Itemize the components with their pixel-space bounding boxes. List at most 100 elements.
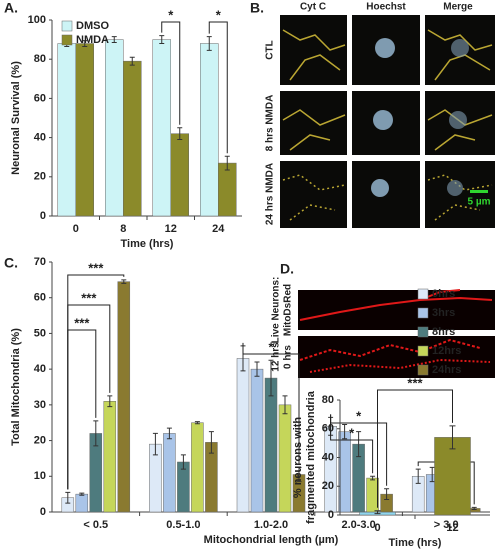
error-bar xyxy=(374,510,381,515)
significance-bracket xyxy=(242,342,300,465)
bar xyxy=(264,377,278,513)
legend-swatch xyxy=(417,364,429,376)
row-title: 0 hrs xyxy=(283,345,294,369)
bar xyxy=(236,358,250,513)
error-bar xyxy=(159,35,165,45)
error-bar xyxy=(356,431,362,458)
error-bar xyxy=(429,466,435,483)
row-title: 24 hrs NMDA xyxy=(265,163,276,225)
y-tick-label: 100 xyxy=(28,14,46,26)
legend-label: NMDA xyxy=(76,34,109,46)
error-bar xyxy=(79,492,85,496)
error-bar xyxy=(208,431,214,454)
bar xyxy=(218,162,237,217)
y-axis-label: Total Mitochondria (%) xyxy=(10,328,22,446)
legend-swatch xyxy=(417,326,429,338)
x-tick-label: 0 xyxy=(73,223,79,235)
bar xyxy=(75,493,89,513)
row-title: 12 hrs xyxy=(271,342,282,372)
legend-label: 3hrs xyxy=(432,307,455,319)
error-bar xyxy=(254,361,260,377)
y-tick-label: 40 xyxy=(322,451,334,463)
y-tick-label: 60 xyxy=(34,92,46,104)
x-axis-label: Time (hrs) xyxy=(389,537,442,549)
y-tick-label: 60 xyxy=(34,292,46,304)
legend-label: 8hrs xyxy=(432,326,455,338)
significance-bracket xyxy=(161,21,181,125)
bar xyxy=(434,437,471,516)
x-tick-label: 8 xyxy=(120,223,126,235)
bar xyxy=(152,39,171,217)
y-tick-label: 80 xyxy=(322,394,334,406)
x-axis-label: Mitochondrial length (µm) xyxy=(204,534,339,546)
legend-swatch xyxy=(417,345,429,357)
y-axis-label: Neuronal Survival (%) xyxy=(10,61,22,175)
x-tick-label: 12 xyxy=(165,223,177,235)
legend-label: 0hrs xyxy=(432,288,455,300)
significance-label: *** xyxy=(74,315,90,330)
y-tick-label: 40 xyxy=(34,363,46,375)
error-bar xyxy=(129,56,135,66)
bar xyxy=(191,422,204,513)
image-subtitle: MitoDsRed xyxy=(283,284,294,336)
error-bar xyxy=(206,36,212,51)
bar xyxy=(200,43,219,217)
error-bar xyxy=(177,127,183,141)
error-bar xyxy=(194,421,200,425)
x-tick-label: 24 xyxy=(212,223,225,235)
scale-bar-label: 5 µm xyxy=(468,197,491,208)
bar xyxy=(278,404,292,513)
y-axis-label: fragmented mitochondria xyxy=(305,390,317,524)
legend-label: 24hrs xyxy=(432,364,461,376)
panel-label: C. xyxy=(4,255,18,271)
significance-label: *** xyxy=(407,375,423,390)
panel-label: A. xyxy=(4,0,18,16)
error-bar xyxy=(107,395,113,408)
legend-swatch xyxy=(417,288,429,300)
error-bar xyxy=(415,468,421,484)
y-tick-label: 20 xyxy=(322,480,334,492)
error-bar xyxy=(471,506,477,510)
y-tick-label: 40 xyxy=(34,132,46,144)
y-tick-label: 70 xyxy=(34,256,46,268)
significance-bracket xyxy=(377,389,453,508)
bar xyxy=(75,43,94,217)
x-tick-label: 12 xyxy=(446,522,458,534)
significance-bracket xyxy=(67,329,97,490)
error-bar xyxy=(296,466,302,483)
error-bar xyxy=(111,36,117,44)
column-title: Merge xyxy=(443,2,473,13)
error-bar xyxy=(152,432,158,456)
micrographs xyxy=(280,15,495,228)
significance-bracket xyxy=(208,21,228,154)
panel-label: B. xyxy=(250,0,264,16)
legend-swatch xyxy=(417,307,429,319)
error-bar xyxy=(224,155,230,171)
error-bar xyxy=(384,488,390,500)
error-bar xyxy=(282,395,288,415)
x-tick-label: 0.5-1.0 xyxy=(166,519,200,531)
error-bar xyxy=(268,359,274,397)
column-title: Cyt C xyxy=(300,2,326,13)
significance-label: * xyxy=(268,339,274,354)
significance-bracket xyxy=(330,414,374,474)
legend-label: 12hrs xyxy=(432,345,461,357)
bar xyxy=(57,43,76,217)
significance-label: * xyxy=(168,7,174,22)
error-bar xyxy=(180,454,186,470)
bar xyxy=(117,281,131,513)
bar xyxy=(250,368,264,513)
error-bar xyxy=(65,491,71,504)
y-tick-label: 10 xyxy=(34,470,46,482)
x-axis-label: Time (hrs) xyxy=(121,238,174,250)
bar xyxy=(163,433,176,513)
bar xyxy=(366,477,379,513)
significance-label: *** xyxy=(81,290,97,305)
y-tick-label: 30 xyxy=(34,399,46,411)
y-tick-label: 80 xyxy=(34,53,46,65)
live-images xyxy=(298,289,495,378)
bar xyxy=(170,133,189,217)
error-bar xyxy=(449,425,456,450)
y-tick-label: 20 xyxy=(34,171,46,183)
error-bar xyxy=(370,475,376,481)
